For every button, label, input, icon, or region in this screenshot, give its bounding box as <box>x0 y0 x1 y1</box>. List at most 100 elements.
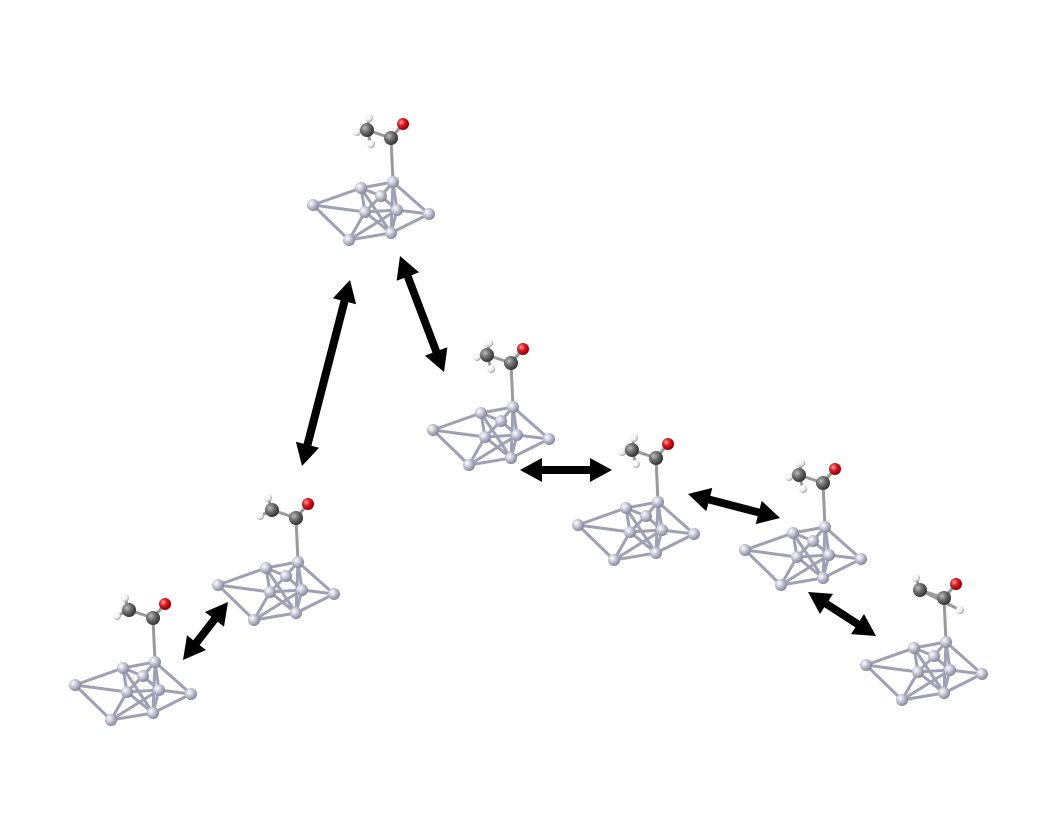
metal-atom <box>572 519 584 531</box>
metal-bonds <box>743 525 863 587</box>
metal-bond <box>359 186 393 235</box>
metal-bond <box>216 566 268 587</box>
metal-bonds <box>431 405 551 467</box>
hydrogen-atom <box>353 128 361 136</box>
surface-bond <box>821 481 827 529</box>
metal-atom <box>212 579 224 591</box>
molecule-s4 <box>427 339 555 471</box>
metal-bond <box>654 532 696 555</box>
structures-layer <box>69 114 988 726</box>
metal-atom <box>855 553 867 565</box>
metal-bond <box>791 531 825 580</box>
metal-bonds <box>73 660 193 722</box>
hydrogen-atom <box>632 460 640 468</box>
metal-atom <box>147 707 159 719</box>
adsorbate <box>113 594 171 664</box>
carbon-atom <box>913 583 927 597</box>
metal-bond <box>389 212 431 235</box>
metal-bond <box>216 583 256 622</box>
metal-bond <box>912 646 946 695</box>
metal-atom <box>343 234 355 246</box>
metal-atom <box>149 656 161 668</box>
metal-bond <box>467 433 519 467</box>
metal-bond <box>347 231 393 242</box>
metal-atom <box>652 496 664 508</box>
metal-atoms <box>860 636 988 706</box>
metal-bond <box>391 180 431 216</box>
metal-atom <box>739 544 751 556</box>
metal-bond <box>121 666 155 715</box>
metal-atom <box>620 502 632 514</box>
hydrogen-atom <box>113 612 121 620</box>
metal-atom <box>185 688 197 700</box>
carbon-atom <box>816 476 830 490</box>
metal-atoms <box>307 176 435 246</box>
hydrogen-atom <box>618 448 626 456</box>
carbon-atom <box>504 356 518 370</box>
metal-bond <box>864 646 916 667</box>
carbon-atom <box>384 131 398 145</box>
metal-atom <box>896 694 908 706</box>
double-arrow-a1 <box>183 602 228 660</box>
hydrogen-atom <box>630 434 638 442</box>
metal-atom <box>976 668 988 680</box>
metal-atoms <box>212 556 340 626</box>
metal-bond <box>576 506 628 527</box>
surface-bond <box>389 136 395 184</box>
metal-atom <box>775 579 787 591</box>
metal-bond <box>864 663 920 674</box>
metal-bond <box>311 203 351 242</box>
metal-bond <box>576 523 616 562</box>
metal-atom <box>463 459 475 471</box>
metal-atom <box>507 401 519 413</box>
metal-bond <box>612 528 664 562</box>
metal-atom <box>912 666 924 678</box>
surface-bond <box>509 361 515 409</box>
hydrogen-atom <box>485 339 493 347</box>
metal-atom <box>543 433 555 445</box>
carbon-atom <box>937 591 951 605</box>
metal-atom <box>260 562 272 574</box>
hydrogen-atom <box>121 594 129 602</box>
surface-bond <box>294 516 300 564</box>
double-arrow-a5 <box>688 487 780 525</box>
metal-atom <box>944 664 956 676</box>
metal-atom <box>355 182 367 194</box>
metal-bond <box>821 557 863 580</box>
metal-atom <box>280 570 292 582</box>
metal-bond <box>311 186 363 207</box>
metal-atom <box>819 521 831 533</box>
metal-bond <box>431 428 471 467</box>
metal-atom <box>264 586 276 598</box>
carbon-atom <box>625 443 639 457</box>
metal-atom <box>375 190 387 202</box>
molecule-s7 <box>860 574 988 706</box>
metal-bond <box>864 663 904 702</box>
adsorbate <box>618 434 674 504</box>
metal-bond <box>296 560 336 596</box>
metal-atom <box>391 204 403 216</box>
oxygen-atom <box>829 463 841 475</box>
metal-atom <box>296 584 308 596</box>
metal-bond <box>743 531 795 552</box>
molecule-s1 <box>69 594 197 726</box>
metal-atom <box>495 415 507 427</box>
metal-bond <box>743 548 783 587</box>
metal-bond <box>779 553 831 587</box>
metal-bond <box>509 437 551 460</box>
metal-bond <box>612 551 658 562</box>
metal-atoms <box>739 521 867 591</box>
metal-atom <box>121 686 133 698</box>
metal-atom <box>928 650 940 662</box>
metal-atom <box>938 687 950 699</box>
molecule-s2 <box>212 494 340 626</box>
carbon-atom <box>265 503 279 517</box>
metal-atom <box>423 208 435 220</box>
oxygen-atom <box>517 343 529 355</box>
molecule-s3 <box>307 114 435 246</box>
hydrogen-atom <box>799 485 807 493</box>
oxygen-atom <box>662 438 674 450</box>
metal-atom <box>908 642 920 654</box>
metal-atom <box>511 429 523 441</box>
arrows-layer <box>183 256 876 660</box>
